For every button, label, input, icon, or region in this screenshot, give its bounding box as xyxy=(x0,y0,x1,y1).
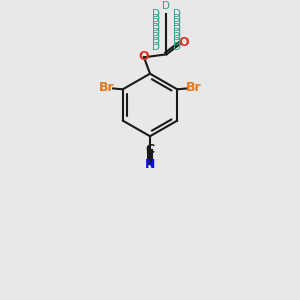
Text: Br: Br xyxy=(186,81,202,94)
Text: D: D xyxy=(152,23,160,33)
Text: D: D xyxy=(173,23,181,33)
Text: D: D xyxy=(173,28,181,38)
Text: D: D xyxy=(152,9,160,19)
Text: D: D xyxy=(152,32,160,42)
Text: Br: Br xyxy=(98,81,114,94)
Text: D: D xyxy=(152,37,160,47)
Text: N: N xyxy=(145,158,155,171)
Text: O: O xyxy=(139,50,149,63)
Text: D: D xyxy=(152,18,160,28)
Text: D: D xyxy=(173,9,181,19)
Text: D: D xyxy=(173,37,181,47)
Text: O: O xyxy=(178,36,189,49)
Text: D: D xyxy=(152,42,160,52)
Text: D: D xyxy=(173,18,181,28)
Text: D: D xyxy=(152,14,160,24)
Text: C: C xyxy=(146,143,154,156)
Text: D: D xyxy=(173,14,181,24)
Text: D: D xyxy=(163,1,170,11)
Text: D: D xyxy=(173,32,181,42)
Text: D: D xyxy=(173,42,181,52)
Text: D: D xyxy=(152,28,160,38)
